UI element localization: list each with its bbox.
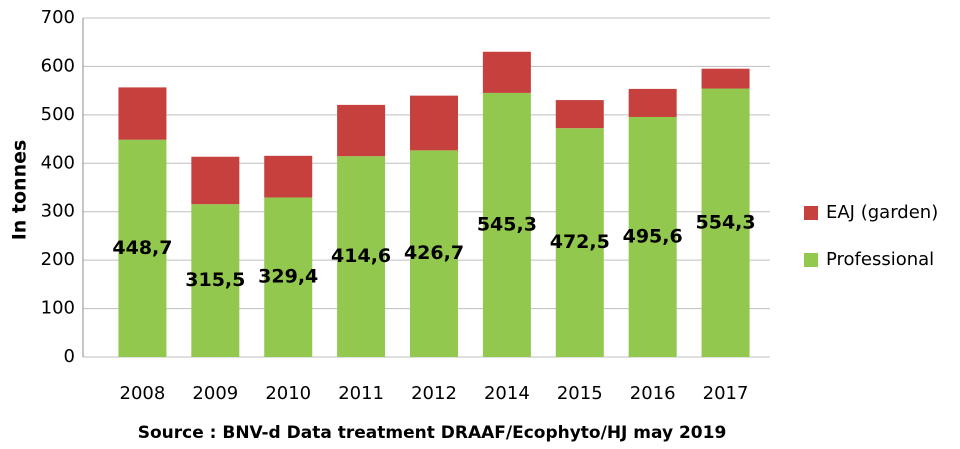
data-label: 414,6	[331, 245, 391, 267]
bar-segment	[482, 51, 531, 93]
data-label: 426,7	[404, 242, 464, 264]
bar-segment	[191, 156, 240, 205]
y-tick-label: 300	[41, 201, 75, 222]
legend-swatch	[804, 253, 818, 267]
bar-segment	[410, 150, 458, 357]
y-tick-label: 700	[41, 7, 75, 28]
bar-segment	[264, 155, 313, 198]
bar-segment	[628, 88, 677, 117]
bar-segment	[264, 197, 313, 357]
data-label: 315,5	[185, 269, 245, 291]
x-tick-label: 2010	[265, 383, 311, 404]
data-label: 545,3	[477, 213, 537, 235]
y-tick-label: 100	[41, 298, 75, 319]
x-axis-label: Source : BNV-d Data treatment DRAAF/Ecop…	[138, 423, 727, 443]
x-tick-label: 2016	[630, 383, 676, 404]
y-tick-label: 600	[41, 55, 75, 76]
bar-segment	[701, 68, 750, 89]
y-tick-label: 0	[64, 346, 75, 367]
y-axis-label: In tonnes	[9, 140, 31, 241]
bar-segment	[410, 95, 458, 151]
x-tick-label: 2008	[120, 383, 166, 404]
bar-segment	[337, 156, 386, 357]
y-tick-label: 500	[41, 104, 75, 125]
legend-label: EAJ (garden)	[826, 202, 938, 223]
data-label: 472,5	[550, 231, 610, 253]
bar-segment	[555, 128, 604, 357]
bar-segment	[191, 204, 240, 357]
bar-segment	[701, 88, 750, 357]
bar-segment	[628, 116, 677, 357]
bar-segment	[482, 92, 531, 357]
x-tick-label: 2014	[484, 383, 530, 404]
bar-segment	[337, 104, 386, 157]
data-label: 554,3	[696, 211, 756, 233]
x-tick-label: 2009	[192, 383, 238, 404]
bar-segment	[118, 87, 167, 140]
x-tick-label: 2015	[557, 383, 603, 404]
x-tick-label: 2017	[703, 383, 749, 404]
legend-label: Professional	[826, 249, 934, 270]
x-tick-label: 2011	[338, 383, 384, 404]
x-tick-label: 2012	[411, 383, 457, 404]
y-tick-label: 400	[41, 152, 75, 173]
legend-swatch	[804, 206, 818, 220]
data-label: 448,7	[112, 237, 172, 259]
y-tick-label: 200	[41, 249, 75, 270]
bar-segment	[118, 139, 167, 357]
data-label: 495,6	[623, 225, 683, 247]
data-label: 329,4	[258, 266, 318, 288]
bar-segment	[555, 100, 604, 129]
